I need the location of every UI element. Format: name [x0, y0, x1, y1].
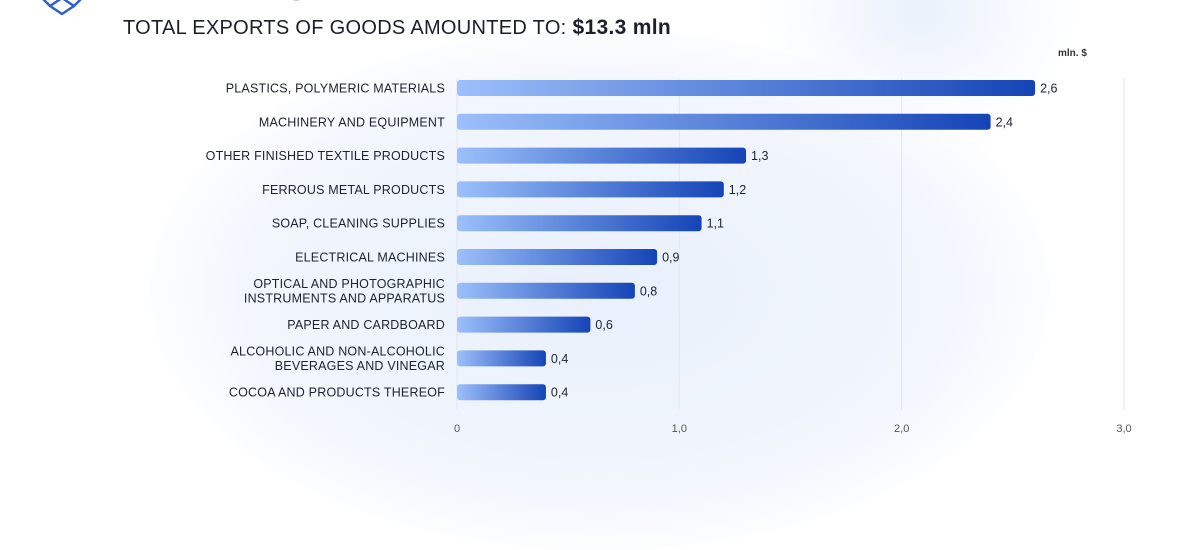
x-tick-label: 3,0: [1116, 423, 1131, 435]
category-label: PAPER AND CARDBOARD: [287, 318, 445, 332]
data-label: 2,6: [1040, 82, 1057, 96]
bar: [457, 282, 635, 299]
subtitle-prefix: TOTAL EXPORTS OF GOODS AMOUNTED TO:: [123, 17, 567, 39]
category-label: ALCOHOLIC AND NON-ALCOHOLIC BEVERAGES AND…: [231, 344, 445, 373]
data-label: 1,3: [751, 149, 768, 163]
bar-chart: 0 1,0 2,0 3,0 2,6 PLASTICS, POLYMERIC MATERIA…: [206, 78, 1132, 435]
data-label: 0,6: [595, 318, 612, 332]
unit-label: mln. $: [1058, 48, 1087, 59]
category-label: FERROUS METAL PRODUCTS: [262, 183, 445, 197]
bar: [457, 80, 1036, 96]
x-tick-label: 2,0: [894, 423, 909, 435]
bar: [457, 249, 658, 265]
category-label: OPTICAL AND PHOTOGRAPHIC INSTRUMENTS AND …: [244, 277, 445, 306]
bar: [457, 147, 747, 164]
x-tick-label: 0: [454, 423, 460, 435]
data-label: 1,1: [707, 217, 724, 231]
data-label: 0,4: [551, 352, 568, 366]
category-label: SOAP, CLEANING SUPPLIES: [272, 217, 445, 231]
data-label: 0,9: [662, 251, 679, 265]
data-label: 1,2: [729, 183, 746, 197]
x-tick-label: 1,0: [672, 423, 687, 435]
category-label: MACHINERY AND EQUIPMENT: [259, 115, 445, 129]
bar: [457, 113, 991, 130]
page-title: KAZAKHSTAN: [135, 0, 379, 9]
bar: [457, 350, 546, 367]
bar: [457, 316, 591, 333]
logo-icon: [42, 0, 82, 16]
category-label: ELECTRICAL MACHINES: [295, 251, 445, 265]
total-exports-subtitle: TOTAL EXPORTS OF GOODS AMOUNTED TO: $13.3…: [123, 16, 671, 40]
data-label: 0,4: [551, 386, 568, 400]
category-label: PLASTICS, POLYMERIC MATERIALS: [226, 82, 445, 96]
data-label: 0,8: [640, 284, 657, 298]
bar: [457, 384, 546, 401]
subtitle-amount: $13.3 mln: [572, 16, 671, 39]
data-label: 2,4: [996, 115, 1013, 129]
bar: [457, 181, 724, 198]
category-label: COCOA AND PRODUCTS THEREOF: [229, 386, 445, 400]
category-label: OTHER FINISHED TEXTILE PRODUCTS: [206, 149, 445, 163]
bar: [457, 215, 702, 232]
